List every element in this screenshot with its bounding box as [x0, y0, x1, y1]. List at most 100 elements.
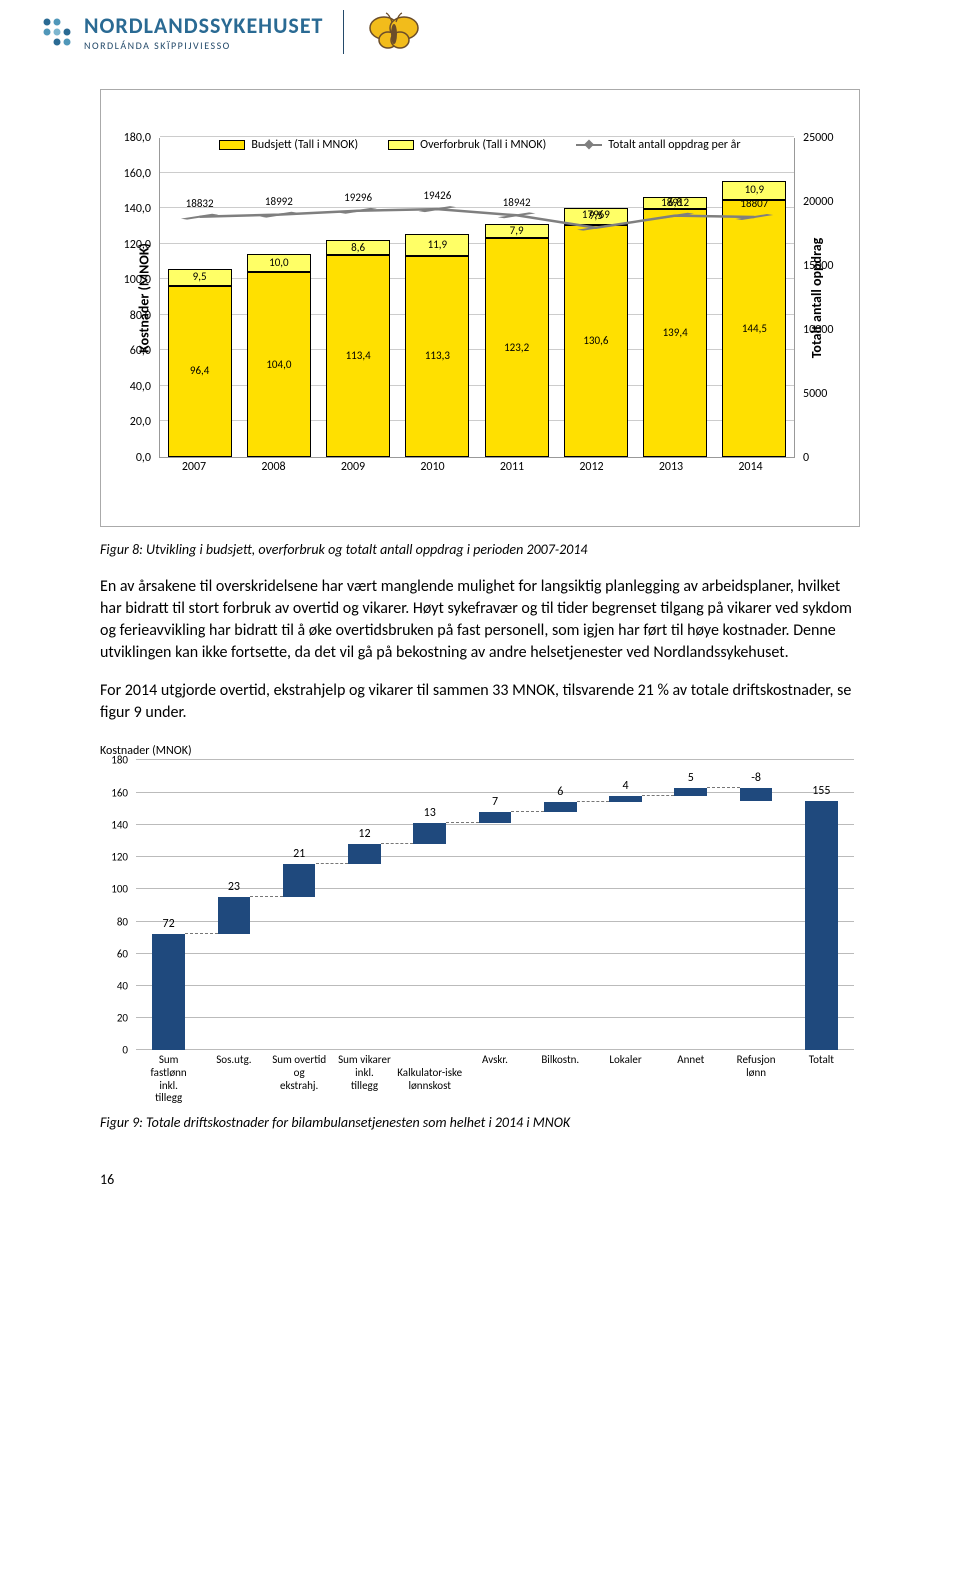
chart2-xtick: Sum vikarerinkl.tillegg	[332, 1054, 397, 1092]
chart2-ylabel: Kostnader (MNOK)	[100, 744, 860, 758]
chart-1: Kostnader (MNOK) 0,0 20,0 40,0 60,0 80,0 100,0…	[111, 138, 849, 518]
chart2-bar	[413, 823, 446, 844]
chart1-line-value: 17969	[556, 208, 635, 221]
chart2-ytick: 160	[111, 786, 128, 799]
chart1-xtick: 2009	[318, 460, 388, 474]
chart2-value: 23	[201, 880, 266, 894]
chart-2: Kostnader (MNOK) 02040608010012014016018…	[100, 744, 860, 1100]
chart2-bar	[152, 934, 185, 1050]
chart1-ylabel-left: Kostnader (MNOK)	[135, 243, 152, 353]
chart2-bar	[609, 796, 642, 802]
org-logo: NORDLANDSSYKEHUSET NORDLÁNDA SKÏPPIJVIES…	[40, 12, 323, 52]
chart2-xtick: Sos.utg.	[201, 1054, 266, 1067]
chart2-xtick: Totalt	[789, 1054, 854, 1067]
chart2-bar	[740, 788, 773, 801]
chart2-value: 12	[332, 827, 397, 841]
chart2-value: 6	[528, 785, 593, 799]
chart2-column: 72	[136, 760, 201, 1050]
chart2-column: 155	[789, 760, 854, 1050]
chart2-ytick: 0	[122, 1044, 128, 1057]
chart1-line-value: 18992	[239, 195, 318, 208]
chart2-value: 7	[462, 795, 527, 809]
chart2-value: 5	[658, 771, 723, 785]
chart1-line	[160, 138, 794, 457]
chart1-ytick-left: 140,0	[124, 202, 151, 216]
chart1-ytick-right: 15000	[803, 259, 833, 273]
chart1-ylabel-right: Totalt antall oppdrag	[808, 238, 825, 359]
chart2-value: 21	[267, 847, 332, 861]
chart2-column: 12	[332, 760, 397, 1050]
chart2-value: 13	[397, 806, 462, 820]
chart1-xtick: 2010	[398, 460, 468, 474]
chart-1-frame: Kostnader (MNOK) 0,0 20,0 40,0 60,0 80,0 100,0…	[100, 89, 860, 527]
chart2-column: 21	[267, 760, 332, 1050]
chart1-line-value: 18912	[636, 196, 715, 209]
chart2-column: -8	[723, 760, 788, 1050]
chart1-xtick: 2012	[557, 460, 627, 474]
chart1-ytick-left: 40,0	[130, 380, 151, 394]
chart2-column: 7	[462, 760, 527, 1050]
chart2-ytick: 40	[117, 980, 128, 993]
chart2-value: -8	[723, 771, 788, 785]
chart2-xtick: Annet	[658, 1054, 723, 1067]
chart2-bar	[283, 864, 316, 898]
page-header: NORDLANDSSYKEHUSET NORDLÁNDA SKÏPPIJVIES…	[0, 0, 960, 69]
chart1-ytick-right: 0	[803, 451, 809, 465]
page-number: 16	[100, 1171, 960, 1218]
chart1-line-value: 19296	[319, 191, 398, 204]
chart1-ytick-left: 120,0	[124, 238, 151, 252]
chart2-ytick: 100	[111, 883, 128, 896]
chart2-column: 6	[528, 760, 593, 1050]
chart2-bar	[544, 802, 577, 812]
chart2-bar	[805, 801, 838, 1051]
chart2-bar	[479, 812, 512, 823]
chart2-ytick: 180	[111, 754, 128, 767]
chart2-bar	[348, 844, 381, 863]
org-subname: NORDLÁNDA SKÏPPIJVIESSO	[84, 39, 323, 52]
chart2-xtick: Lokaler	[593, 1054, 658, 1067]
chart2-column: 13	[397, 760, 462, 1050]
chart1-xtick: 2007	[159, 460, 229, 474]
chart2-ytick: 80	[117, 915, 128, 928]
chart2-column: 4	[593, 760, 658, 1050]
chart2-xtick: Sumfastlønninkl.tillegg	[136, 1054, 201, 1105]
chart1-xtick: 2013	[636, 460, 706, 474]
chart1-line-value: 18807	[715, 197, 794, 210]
butterfly-icon	[364, 10, 424, 54]
chart1-ytick-right: 5000	[803, 387, 827, 401]
chart1-xtick: 2014	[716, 460, 786, 474]
chart1-ytick-left: 60,0	[130, 344, 151, 358]
chart2-xtick: Kalkulator-iskelønnskost	[397, 1054, 462, 1092]
chart1-ytick-left: 100,0	[124, 273, 151, 287]
chart1-ytick-right: 25000	[803, 131, 833, 145]
chart1-ytick-left: 20,0	[130, 415, 151, 429]
chart2-value: 4	[593, 779, 658, 793]
chart2-ytick: 60	[117, 947, 128, 960]
paragraph-1: En av årsakene til overskridelsene har v…	[100, 576, 860, 664]
chart2-xtick: Bilkostn.	[528, 1054, 593, 1067]
paragraph-2: For 2014 utgjorde overtid, ekstrahjelp o…	[100, 680, 860, 724]
chart2-bar	[218, 897, 251, 934]
chart2-value: 155	[789, 784, 854, 798]
chart1-line-value: 19426	[398, 189, 477, 202]
chart1-line-value: 18942	[477, 196, 556, 209]
chart1-line-value: 18832	[160, 197, 239, 210]
chart1-ytick-left: 0,0	[136, 451, 151, 465]
chart2-xtick: Avskr.	[462, 1054, 527, 1067]
chart2-column: 23	[201, 760, 266, 1050]
header-divider	[343, 10, 344, 54]
chart1-ytick-right: 10000	[803, 323, 833, 337]
chart1-ytick-right: 20000	[803, 195, 833, 209]
chart1-ytick-left: 180,0	[124, 131, 151, 145]
chart1-ytick-left: 80,0	[130, 309, 151, 323]
chart2-ytick: 120	[111, 851, 128, 864]
chart2-value: 72	[136, 917, 201, 931]
chart2-ytick: 140	[111, 818, 128, 831]
chart2-xtick: Refusjonlønn	[723, 1054, 788, 1079]
chart2-xtick: Sum overtidogekstrahj.	[267, 1054, 332, 1092]
chart2-bar	[674, 788, 707, 796]
org-name: NORDLANDSSYKEHUSET	[84, 12, 323, 39]
figure-9-caption: Figur 9: Totale driftskostnader for bila…	[100, 1114, 860, 1131]
chart1-xtick: 2008	[239, 460, 309, 474]
figure-8-caption: Figur 8: Utvikling i budsjett, overforbr…	[100, 541, 860, 558]
